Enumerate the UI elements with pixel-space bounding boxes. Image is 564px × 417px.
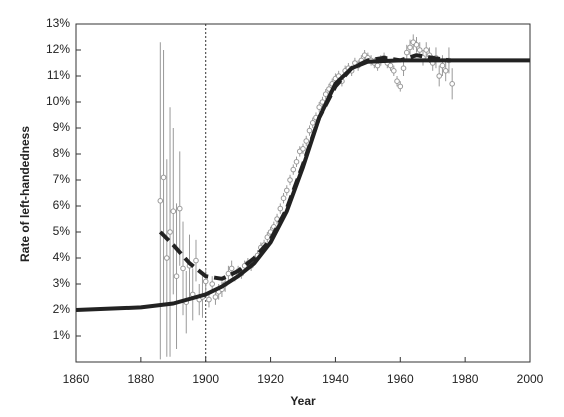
y-tick-label: 2% — [53, 302, 71, 316]
y-tick-label: 13% — [46, 16, 70, 30]
data-point — [212, 294, 219, 300]
data-point — [287, 177, 293, 183]
data-point — [300, 146, 306, 152]
data-point — [449, 81, 455, 87]
data-point — [394, 78, 400, 84]
data-point — [277, 205, 284, 212]
data-point — [193, 257, 199, 264]
x-tick-label: 1940 — [322, 372, 349, 386]
data-point — [316, 104, 323, 110]
x-tick-label: 1880 — [128, 372, 155, 386]
x-tick-label: 1980 — [452, 372, 479, 386]
data-point — [407, 44, 413, 51]
data-point — [309, 120, 316, 126]
data-point — [170, 208, 177, 214]
y-axis-label: Rate of left-handedness — [18, 126, 32, 262]
data-point — [413, 42, 420, 48]
x-tick-label: 2000 — [517, 372, 544, 386]
y-tick-label: 3% — [53, 276, 71, 290]
x-tick-label: 1960 — [387, 372, 414, 386]
y-tick-label: 8% — [53, 146, 71, 160]
x-tick-label: 1860 — [63, 372, 90, 386]
data-point — [283, 187, 290, 194]
y-tick-label: 12% — [46, 42, 70, 56]
data-point — [400, 65, 407, 71]
y-tick-label: 5% — [53, 224, 71, 238]
x-tick-label: 1900 — [192, 372, 219, 386]
data-point — [436, 73, 443, 79]
data-point — [173, 273, 180, 280]
data-point — [157, 198, 164, 204]
data-point — [225, 270, 232, 277]
data-point — [280, 195, 287, 201]
dashed-fit-line — [158, 53, 450, 281]
y-tick-label: 9% — [53, 120, 71, 134]
data-point — [442, 68, 449, 74]
x-axis-label: Year — [290, 394, 316, 408]
data-point — [391, 68, 397, 74]
data-point — [416, 47, 423, 53]
data-point — [387, 62, 394, 69]
data-point — [293, 159, 300, 165]
y-tick-label: 11% — [47, 68, 70, 82]
data-point — [439, 62, 446, 69]
data-point — [322, 91, 329, 97]
data-point — [403, 49, 410, 56]
data-point — [228, 265, 235, 272]
y-tick-label: 1% — [53, 328, 71, 342]
data-point — [180, 265, 186, 272]
data-point — [423, 47, 430, 53]
fit-line — [75, 58, 530, 312]
data-point — [202, 278, 209, 285]
data-point — [176, 205, 183, 212]
x-tick-label: 1920 — [257, 372, 284, 386]
y-tick-label: 6% — [53, 198, 71, 212]
data-point — [209, 281, 215, 287]
y-tick-label: 7% — [53, 172, 71, 186]
data-point — [164, 255, 170, 261]
data-point — [397, 83, 404, 90]
y-tick-label: 4% — [53, 250, 71, 264]
data-point — [167, 229, 173, 235]
data-point — [264, 234, 271, 240]
plot-frame — [75, 23, 531, 363]
y-tick-label: 10% — [46, 94, 70, 108]
data-point — [306, 127, 313, 134]
data-point — [206, 296, 212, 303]
data-point — [374, 62, 381, 69]
data-point — [290, 166, 297, 173]
data-point — [303, 138, 310, 144]
data-point — [160, 174, 167, 181]
